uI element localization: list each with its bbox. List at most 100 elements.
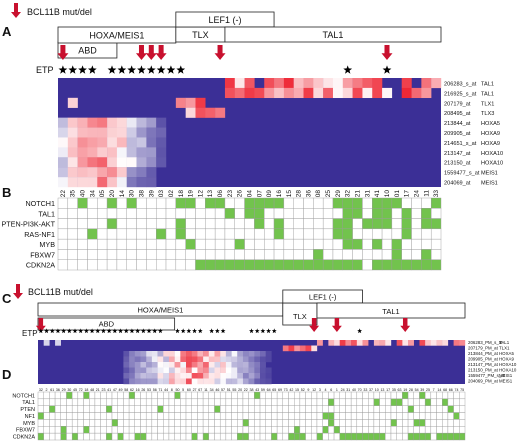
mutation-cell xyxy=(106,432,113,441)
mutation-cell xyxy=(165,197,177,209)
mutation-cell xyxy=(303,249,314,260)
mutation-cell xyxy=(381,218,393,230)
heatmap-cell xyxy=(156,117,167,128)
heatmap-cell xyxy=(214,362,221,368)
mutation-cell xyxy=(163,412,170,420)
mutation-cell xyxy=(126,228,137,240)
sample-label: 48 xyxy=(90,388,94,392)
group-box-label: TLX xyxy=(192,30,209,40)
heatmap-cell xyxy=(260,367,266,374)
mutation-cell xyxy=(208,419,215,427)
mutation-cell xyxy=(248,405,255,413)
mutation-cell xyxy=(71,432,79,441)
mutation-cell xyxy=(322,197,334,209)
heatmap-cell xyxy=(134,378,141,385)
mutation-cell xyxy=(303,228,314,240)
heatmap-cell xyxy=(157,367,164,374)
heatmap-cell xyxy=(225,351,232,357)
heatmap-cell xyxy=(67,137,78,148)
mutation-cell xyxy=(421,218,432,230)
sample-label: 58 xyxy=(124,388,128,392)
mutation-cell xyxy=(83,398,90,406)
mutation-cell xyxy=(407,405,414,413)
sample-label: 19 xyxy=(188,190,195,198)
sample-label: 21 xyxy=(96,388,100,392)
mutation-cell xyxy=(244,197,255,209)
sample-label: 59 xyxy=(261,388,265,392)
mutation-cell xyxy=(89,398,96,406)
sample-label: 14 xyxy=(437,388,441,392)
sample-label: 16 xyxy=(136,388,140,392)
mutation-cell xyxy=(156,218,167,230)
heatmap-cell xyxy=(146,167,157,178)
mutation-cell xyxy=(379,419,386,427)
heatmap-cell xyxy=(67,167,78,178)
mutation-cell xyxy=(116,228,127,240)
mutation-cell xyxy=(264,228,275,240)
sample-label: 72 xyxy=(79,388,83,392)
mutation-cell xyxy=(111,426,118,434)
legend-label-c: BCL11B mut/del xyxy=(28,287,93,297)
heatmap-cell xyxy=(174,362,181,368)
mutation-cell xyxy=(313,208,324,219)
mutation-cell xyxy=(391,249,402,260)
mutation-cell xyxy=(381,208,393,219)
heatmap-cell xyxy=(203,351,209,357)
mutation-cell xyxy=(123,419,130,427)
mutation-cell xyxy=(282,391,289,400)
mutation-cell xyxy=(273,197,285,209)
mutation-cell xyxy=(224,208,235,219)
heatmap-cell xyxy=(123,362,130,368)
etp-star xyxy=(156,65,166,74)
mutation-cell xyxy=(402,398,409,406)
mutation-cell xyxy=(191,398,198,406)
mutation-cell xyxy=(271,432,278,441)
heatmap-cell xyxy=(129,362,135,368)
mutation-cell xyxy=(111,405,118,413)
mutation-cell xyxy=(60,405,67,413)
mutation-cell xyxy=(390,412,397,420)
mutation-cell xyxy=(288,432,295,441)
mutation-cell xyxy=(265,391,272,400)
mutation-cell xyxy=(294,432,301,441)
mutation-cell xyxy=(411,197,422,209)
mutation-cell xyxy=(234,208,245,219)
heatmap-cell xyxy=(224,87,235,99)
mutation-cell xyxy=(106,426,113,434)
mutation-cell xyxy=(128,405,135,413)
heatmap-cell xyxy=(244,78,255,89)
mutation-cell xyxy=(254,412,261,420)
mutation-cell xyxy=(396,405,403,413)
sample-label: 25 xyxy=(325,190,332,198)
mutation-cell xyxy=(293,259,304,271)
mutation-cell xyxy=(43,426,50,434)
heatmap-cell xyxy=(356,340,363,346)
sample-label: 14 xyxy=(119,190,126,198)
heatmap-cell xyxy=(116,117,127,128)
mutation-cell xyxy=(436,419,443,427)
heatmap-cell xyxy=(203,367,209,374)
heatmap-cell xyxy=(129,367,135,374)
heatmap-cell xyxy=(107,147,118,158)
mutation-cell xyxy=(37,412,44,420)
mutation-cell xyxy=(214,412,221,420)
gene-label: MEIS1 xyxy=(499,373,513,378)
heatmap-cell xyxy=(163,367,170,374)
probe-label: 209905_at xyxy=(444,131,471,137)
mutation-cell xyxy=(372,259,383,271)
mutation-cell xyxy=(214,208,226,219)
mutation-cell xyxy=(225,398,232,406)
mutation-cell xyxy=(67,249,78,260)
mutation-cell xyxy=(156,238,167,250)
heatmap-cell xyxy=(382,87,393,99)
mutation-cell xyxy=(231,398,238,406)
heatmap-cell xyxy=(185,107,196,118)
mutation-cell xyxy=(436,398,443,406)
etp-star xyxy=(209,328,215,334)
heatmap-cell xyxy=(214,367,221,374)
mutation-cell xyxy=(396,391,403,400)
mutation-cell xyxy=(401,259,412,271)
mutation-cell xyxy=(185,228,196,240)
mutation-cell xyxy=(43,398,50,406)
mutation-cell xyxy=(411,259,422,271)
